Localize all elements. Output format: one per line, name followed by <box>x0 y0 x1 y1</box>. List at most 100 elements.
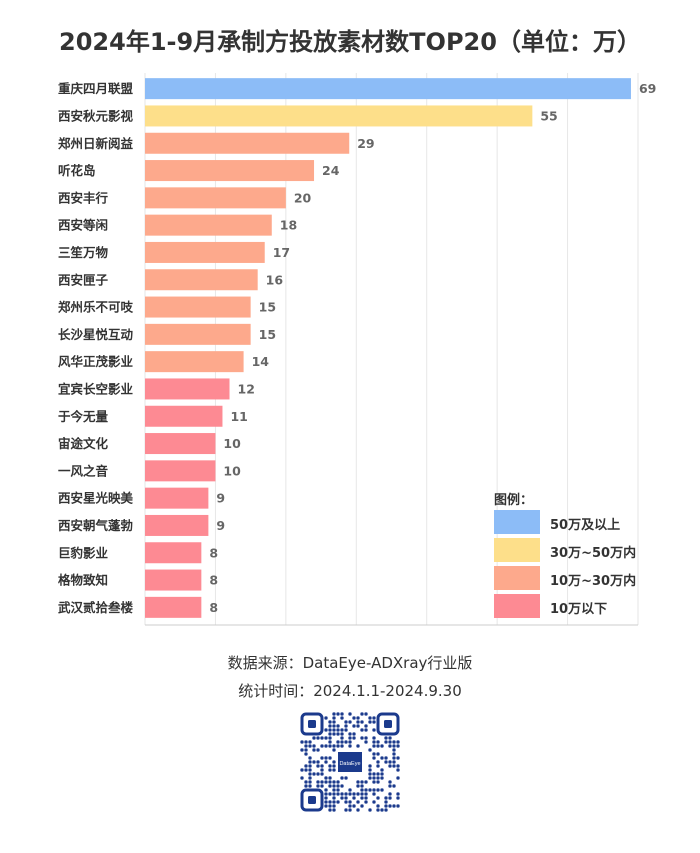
legend-swatch <box>494 566 540 590</box>
qr-module <box>364 796 368 800</box>
qr-module <box>332 800 336 804</box>
qr-module <box>328 728 332 732</box>
qr-module <box>372 736 376 740</box>
qr-module <box>380 788 384 792</box>
category-label: 宜宾长空影业 <box>58 381 134 396</box>
qr-module <box>388 744 392 748</box>
qr-module <box>360 796 364 800</box>
qr-module <box>332 784 336 788</box>
qr-module <box>368 748 372 752</box>
qr-module <box>388 780 392 784</box>
qr-module <box>360 780 364 784</box>
qr-module <box>352 724 356 728</box>
qr-module <box>304 740 308 744</box>
bar <box>145 405 223 427</box>
qr-module <box>352 792 356 796</box>
qr-module <box>332 792 336 796</box>
qr-module <box>344 724 348 728</box>
qr-module <box>372 788 376 792</box>
qr-module <box>336 792 340 796</box>
bar <box>145 187 286 209</box>
qr-module <box>352 804 356 808</box>
qr-module <box>352 716 356 720</box>
bar <box>145 296 251 318</box>
qr-module <box>300 768 304 772</box>
category-label: 西安星光映美 <box>58 491 134 506</box>
qr-module <box>384 804 388 808</box>
qr-module <box>396 756 400 760</box>
category-label: 一风之音 <box>58 463 109 478</box>
bar <box>145 596 202 618</box>
qr-module <box>392 784 396 788</box>
category-label: 西安秋元影视 <box>58 108 134 123</box>
legend-item-50w-plus: 50万及以上 <box>494 510 634 534</box>
category-label: 西安等闲 <box>58 218 108 233</box>
qr-module <box>344 808 348 812</box>
qr-module <box>396 776 400 780</box>
qr-module <box>372 752 376 756</box>
qr-module <box>316 764 320 768</box>
qr-module <box>332 716 336 720</box>
qr-module <box>328 780 332 784</box>
qr-module <box>332 724 336 728</box>
qr-module <box>396 744 400 748</box>
qr-module <box>328 740 332 744</box>
qr-module <box>340 792 344 796</box>
bars <box>145 78 631 618</box>
qr-module <box>332 780 336 784</box>
stat-period-text: 统计时间：2024.1.1-2024.9.30 <box>238 682 462 700</box>
data-source-text: 数据来源：DataEye-ADXray行业版 <box>227 654 473 672</box>
qr-module <box>328 804 332 808</box>
qr-module <box>336 740 340 744</box>
qr-module <box>308 764 312 768</box>
qr-module <box>384 756 388 760</box>
qr-module <box>332 732 336 736</box>
qr-module <box>304 748 308 752</box>
qr-module <box>320 772 324 776</box>
bar <box>145 132 350 154</box>
qr-module <box>328 720 332 724</box>
qr-module <box>384 808 388 812</box>
qr-module <box>388 784 392 788</box>
qr-module <box>368 720 372 724</box>
value-label: 8 <box>209 600 218 615</box>
qr-module <box>360 736 364 740</box>
qr-module <box>316 736 320 740</box>
qr-module <box>324 796 328 800</box>
qr-module <box>324 788 328 792</box>
category-label: 西安匣子 <box>58 272 109 287</box>
qr-module <box>328 756 332 760</box>
qr-module <box>368 768 372 772</box>
qr-module <box>308 760 312 764</box>
qr-module <box>352 736 356 740</box>
qr-module <box>360 728 364 732</box>
qr-module <box>392 744 396 748</box>
qr-module <box>356 716 360 720</box>
qr-code[interactable]: DataEye <box>300 712 400 812</box>
qr-module <box>316 748 320 752</box>
qr-module <box>396 792 400 796</box>
qr-module <box>372 776 376 780</box>
qr-module <box>312 744 316 748</box>
qr-module <box>380 772 384 776</box>
bar <box>145 105 533 127</box>
qr-module <box>372 772 376 776</box>
category-label: 三笙万物 <box>58 245 109 260</box>
qr-module <box>324 760 328 764</box>
category-label: 西安朝气蓬勃 <box>58 518 133 533</box>
qr-module <box>320 768 324 772</box>
qr-module <box>384 736 388 740</box>
qr-module <box>336 732 340 736</box>
qr-module <box>360 792 364 796</box>
qr-module <box>364 780 368 784</box>
qr-module <box>312 772 316 776</box>
qr-module <box>332 788 336 792</box>
qr-module <box>384 800 388 804</box>
bar <box>145 514 209 536</box>
qr-module <box>340 712 344 716</box>
qr-module <box>372 728 376 732</box>
qr-module <box>356 800 360 804</box>
value-label: 10 <box>223 463 241 478</box>
bar <box>145 323 251 345</box>
qr-module <box>300 748 304 752</box>
